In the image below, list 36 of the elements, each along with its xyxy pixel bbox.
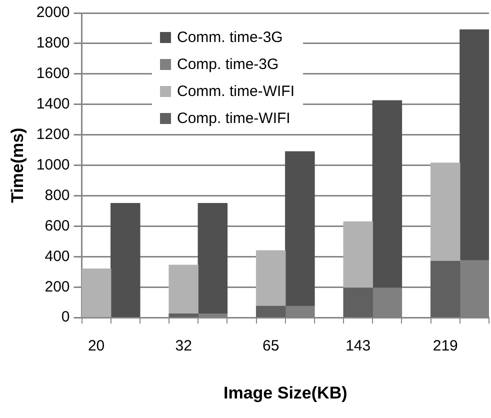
bar <box>110 203 140 318</box>
y-tick-label: 1400 <box>36 96 70 113</box>
bar <box>285 151 315 307</box>
bar <box>256 250 286 307</box>
bar <box>256 306 286 318</box>
bar <box>82 268 112 318</box>
x-tick-label: 65 <box>262 338 280 355</box>
y-tick-label: 800 <box>44 186 70 204</box>
y-tick-label: 2000 <box>36 4 70 22</box>
x-tick-label: 20 <box>88 338 105 355</box>
y-tick-label: 1800 <box>36 34 70 52</box>
bar <box>343 221 373 288</box>
x-tick-label: 32 <box>175 338 192 355</box>
legend-label: Comp. time-WIFI <box>177 110 290 127</box>
legend-label: Comm. time-3G <box>177 29 283 46</box>
x-tick-label: 143 <box>346 338 371 355</box>
x-axis-title: Image Size(KB) <box>224 383 348 402</box>
bar <box>168 313 198 318</box>
bar <box>198 203 228 314</box>
y-tick-label: 1600 <box>36 65 70 82</box>
y-tick-label: 1200 <box>36 126 70 143</box>
y-tick-label: 1000 <box>36 156 70 174</box>
bar <box>430 260 460 318</box>
y-tick-label: 200 <box>44 278 70 296</box>
legend-label: Comm. time-WIFI <box>177 83 294 100</box>
x-tick-label: 219 <box>432 338 458 355</box>
y-tick-label: 600 <box>44 217 70 234</box>
bar <box>168 264 198 314</box>
bar <box>343 288 373 318</box>
bar <box>430 162 460 262</box>
y-tick-label: 0 <box>61 308 70 326</box>
y-tick-label: 400 <box>44 248 70 265</box>
bar <box>460 29 489 261</box>
legend-label: Comp. time-3G <box>177 56 279 73</box>
bar <box>372 100 402 288</box>
y-axis-title: Time(ms) <box>8 128 27 203</box>
